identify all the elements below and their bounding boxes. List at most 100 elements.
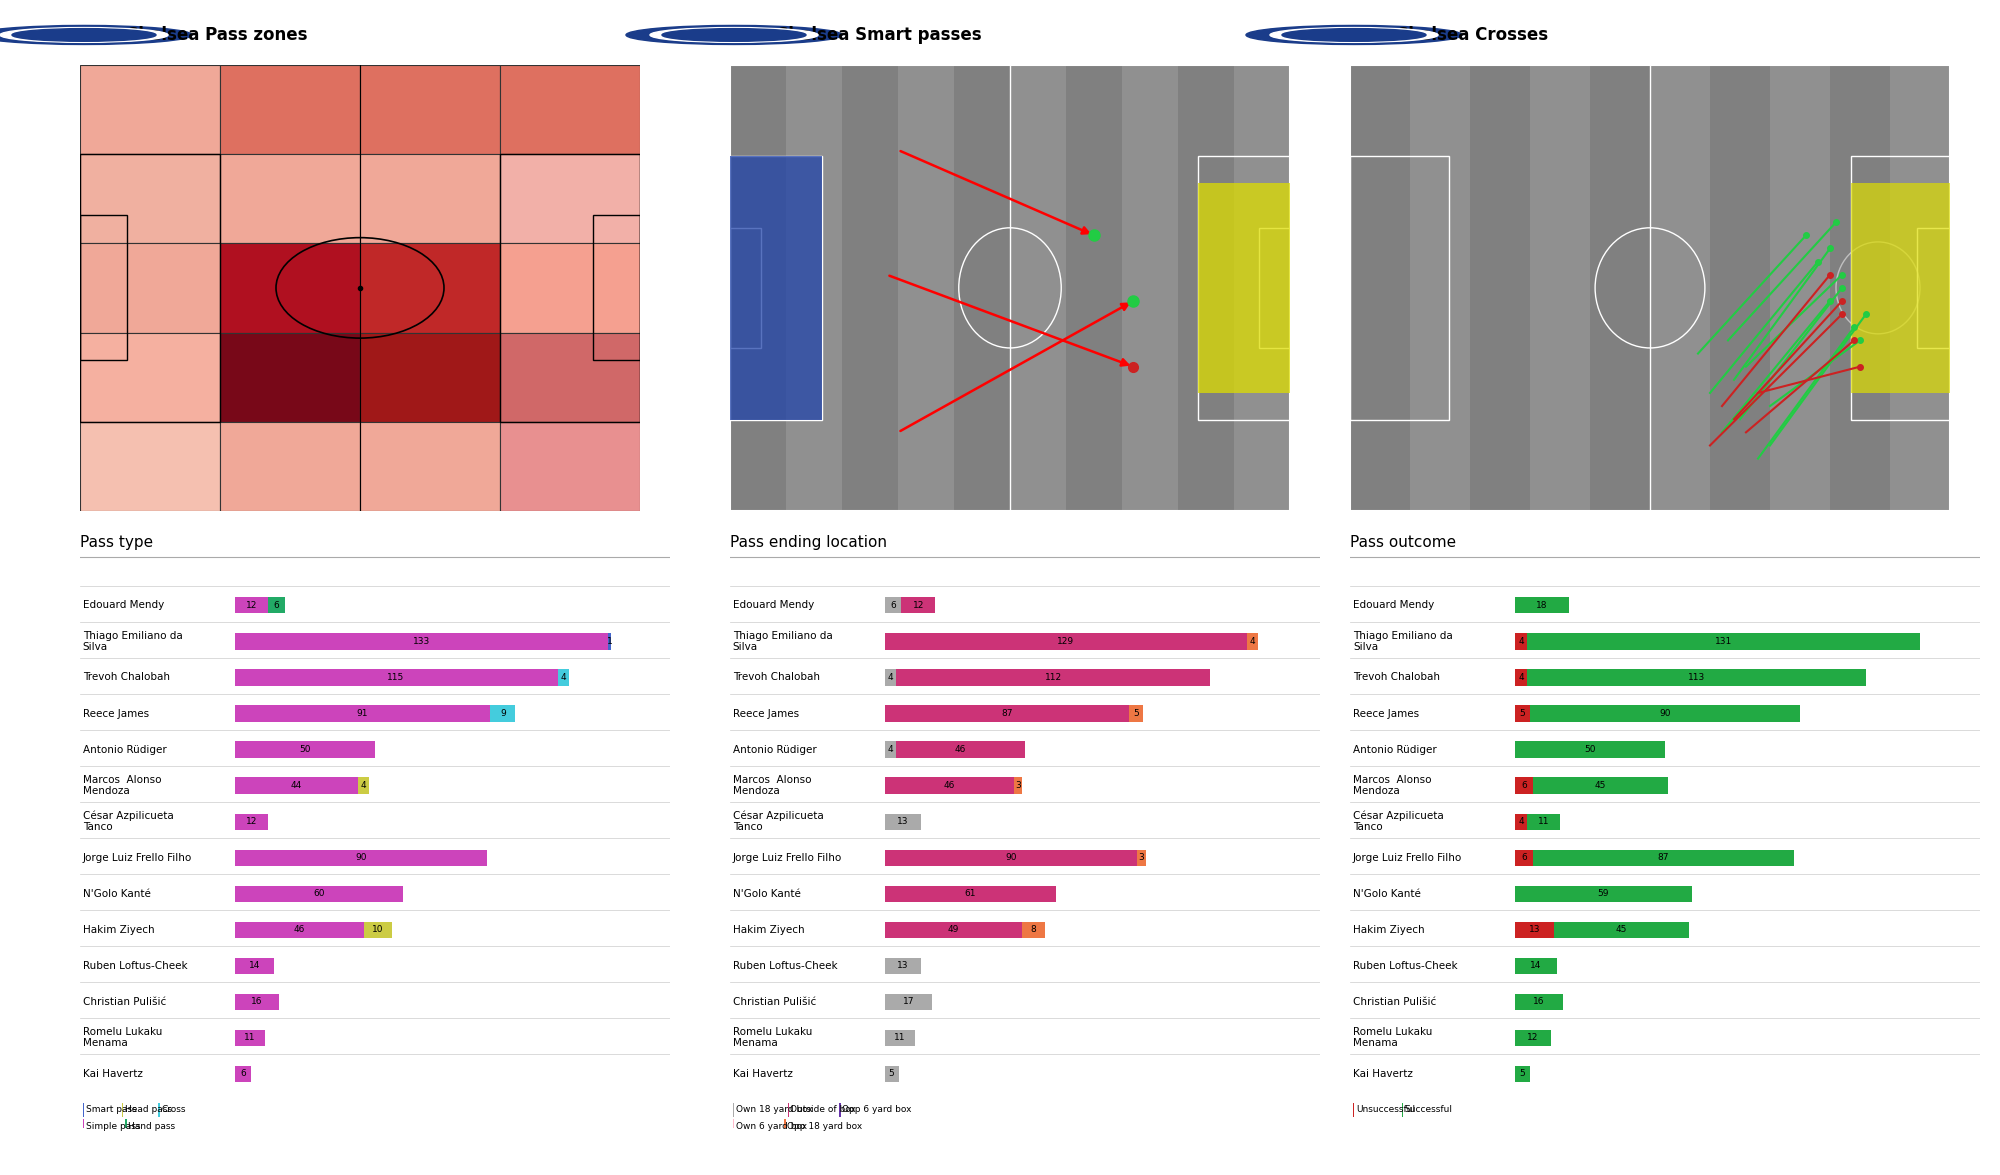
Text: Hakim Ziyech: Hakim Ziyech bbox=[732, 925, 804, 935]
Text: 6: 6 bbox=[1522, 781, 1526, 790]
Bar bbox=[1516, 886, 1692, 902]
Text: Christian Pulišić: Christian Pulišić bbox=[1352, 996, 1436, 1007]
Text: 12: 12 bbox=[246, 817, 258, 826]
Bar bbox=[884, 994, 932, 1010]
Bar bbox=[842, 65, 898, 511]
Bar bbox=[268, 597, 286, 613]
Text: 11: 11 bbox=[894, 1033, 906, 1042]
Text: 10: 10 bbox=[372, 925, 384, 934]
Text: Trevoh Chalobah: Trevoh Chalobah bbox=[732, 672, 820, 683]
Text: Hakim Ziyech: Hakim Ziyech bbox=[82, 925, 154, 935]
Text: 87: 87 bbox=[1658, 853, 1670, 862]
Bar bbox=[234, 778, 358, 793]
Bar bbox=[884, 741, 896, 758]
Text: Reece James: Reece James bbox=[732, 709, 798, 718]
Bar bbox=[80, 65, 220, 154]
Text: Christian Pulišić: Christian Pulišić bbox=[732, 996, 816, 1007]
Text: Thiago Emiliano da
Silva: Thiago Emiliano da Silva bbox=[732, 631, 832, 652]
Text: 6: 6 bbox=[274, 600, 280, 610]
Text: 113: 113 bbox=[1688, 673, 1706, 682]
Bar bbox=[234, 850, 488, 866]
Bar bbox=[1830, 65, 1890, 511]
Bar bbox=[1554, 921, 1688, 938]
Text: Kai Havertz: Kai Havertz bbox=[1352, 1069, 1412, 1079]
Bar bbox=[884, 778, 1014, 793]
Text: Own 18 yard box: Own 18 yard box bbox=[736, 1106, 812, 1114]
Bar bbox=[364, 921, 392, 938]
Bar bbox=[360, 333, 500, 422]
Text: N'Golo Kanté: N'Golo Kanté bbox=[732, 888, 800, 899]
Bar bbox=[1710, 65, 1770, 511]
Text: 4: 4 bbox=[1518, 673, 1524, 682]
Text: Pass outcome: Pass outcome bbox=[1350, 535, 1456, 550]
Text: Reece James: Reece James bbox=[82, 709, 148, 718]
Text: 3: 3 bbox=[1138, 853, 1144, 862]
Text: 5: 5 bbox=[888, 1069, 894, 1079]
Bar bbox=[220, 154, 360, 243]
Text: Smart pass: Smart pass bbox=[86, 1106, 136, 1114]
Text: 4: 4 bbox=[1518, 817, 1524, 826]
Text: Reece James: Reece James bbox=[1352, 709, 1420, 718]
Bar bbox=[954, 65, 1010, 511]
Bar bbox=[220, 422, 360, 511]
Bar bbox=[1178, 65, 1234, 511]
Text: 4: 4 bbox=[1518, 637, 1524, 646]
Bar bbox=[80, 333, 220, 422]
Text: 87: 87 bbox=[1000, 709, 1012, 718]
Bar bbox=[1516, 850, 1534, 866]
Text: Successful: Successful bbox=[1404, 1106, 1452, 1114]
Text: 60: 60 bbox=[314, 889, 324, 898]
Bar bbox=[884, 670, 896, 685]
Bar bbox=[234, 670, 558, 685]
Text: Chelsea Smart passes: Chelsea Smart passes bbox=[776, 26, 982, 43]
Bar bbox=[884, 597, 902, 613]
Bar bbox=[80, 422, 220, 511]
Text: Kai Havertz: Kai Havertz bbox=[82, 1069, 142, 1079]
Bar bbox=[1022, 921, 1044, 938]
Text: César Azpilicueta
Tanco: César Azpilicueta Tanco bbox=[82, 811, 174, 832]
Bar bbox=[220, 65, 360, 154]
Text: 59: 59 bbox=[1598, 889, 1610, 898]
Circle shape bbox=[650, 27, 818, 42]
Bar bbox=[80, 243, 220, 333]
Text: Romelu Lukaku
Menama: Romelu Lukaku Menama bbox=[82, 1027, 162, 1048]
Bar bbox=[234, 1066, 252, 1082]
Bar bbox=[786, 65, 842, 511]
Bar bbox=[1516, 597, 1568, 613]
Bar bbox=[500, 65, 640, 154]
Bar bbox=[1890, 65, 1950, 511]
Bar bbox=[1516, 1029, 1552, 1046]
Text: Marcos  Alonso
Mendoza: Marcos Alonso Mendoza bbox=[732, 776, 812, 795]
Text: 4: 4 bbox=[888, 673, 892, 682]
Text: 6: 6 bbox=[890, 600, 896, 610]
Text: 50: 50 bbox=[1584, 745, 1596, 754]
Text: 11: 11 bbox=[1538, 817, 1550, 826]
Bar bbox=[730, 65, 786, 511]
Bar bbox=[500, 154, 640, 422]
Text: César Azpilicueta
Tanco: César Azpilicueta Tanco bbox=[1352, 811, 1444, 832]
Text: Trevoh Chalobah: Trevoh Chalobah bbox=[82, 672, 170, 683]
Text: Edouard Mendy: Edouard Mendy bbox=[1352, 600, 1434, 610]
Bar bbox=[360, 154, 500, 243]
Bar bbox=[1014, 778, 1022, 793]
Text: Romelu Lukaku
Menama: Romelu Lukaku Menama bbox=[1352, 1027, 1432, 1048]
Text: 112: 112 bbox=[1044, 673, 1062, 682]
Text: Ruben Loftus-Cheek: Ruben Loftus-Cheek bbox=[82, 961, 188, 971]
Bar bbox=[1516, 633, 1528, 650]
Bar bbox=[1010, 65, 1066, 511]
Text: 13: 13 bbox=[898, 961, 908, 971]
Bar bbox=[80, 215, 126, 361]
Text: 4: 4 bbox=[888, 745, 892, 754]
Text: 49: 49 bbox=[948, 925, 960, 934]
Text: Own 6 yard box: Own 6 yard box bbox=[736, 1122, 806, 1130]
Bar bbox=[1516, 778, 1534, 793]
Bar bbox=[730, 228, 760, 348]
Bar bbox=[234, 886, 404, 902]
Bar bbox=[234, 705, 490, 721]
Text: Jorge Luiz Frello Filho: Jorge Luiz Frello Filho bbox=[732, 853, 842, 862]
Text: 46: 46 bbox=[294, 925, 304, 934]
Text: 50: 50 bbox=[300, 745, 310, 754]
Bar bbox=[500, 422, 640, 511]
Text: 18: 18 bbox=[1536, 600, 1548, 610]
Text: Chelsea Pass zones: Chelsea Pass zones bbox=[126, 26, 308, 43]
